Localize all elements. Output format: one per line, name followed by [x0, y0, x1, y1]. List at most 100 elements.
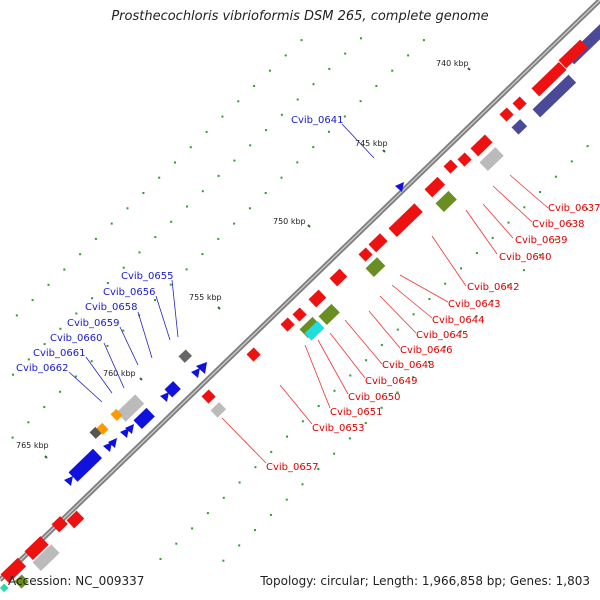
track-dot	[217, 174, 220, 177]
track-dot	[79, 253, 82, 256]
track-dot	[12, 373, 14, 376]
gene-label[interactable]: Cvib_0660	[50, 333, 102, 344]
track-dot	[186, 205, 188, 208]
gene-label[interactable]: Cvib_0638	[532, 219, 584, 230]
hypothetical-feature[interactable]	[116, 394, 145, 422]
cds-arrow[interactable]	[424, 176, 446, 198]
gene-label[interactable]: Cvib_0659	[67, 318, 119, 329]
cds-arrow[interactable]	[51, 516, 68, 533]
olive-feature[interactable]	[299, 316, 321, 339]
gene-label[interactable]: Cvib_0655	[121, 271, 173, 282]
slate-feature[interactable]	[511, 119, 528, 135]
gene-label[interactable]: Cvib_0651	[330, 407, 382, 418]
hypothetical-feature[interactable]	[210, 402, 227, 418]
cds-arrow-reverse[interactable]	[64, 476, 73, 486]
cyan-feature[interactable]	[0, 583, 9, 593]
track-dot	[475, 252, 478, 255]
hypothetical-feature[interactable]	[32, 544, 60, 572]
track-dot	[159, 558, 162, 560]
kbp-label-765: 765 kbp	[16, 441, 49, 450]
gene-label[interactable]: Cvib_0639	[515, 235, 567, 246]
cds-arrow-reverse[interactable]	[103, 442, 112, 452]
gene-label[interactable]: Cvib_0650	[348, 392, 400, 403]
cds-arrow[interactable]	[280, 317, 295, 332]
cds-arrow-reverse[interactable]	[120, 428, 129, 438]
cds-arrow[interactable]	[457, 152, 472, 167]
olive-feature[interactable]	[14, 574, 29, 589]
gene-label[interactable]: Cvib_0642	[467, 282, 519, 293]
cds-arrow[interactable]	[368, 233, 388, 253]
gene-label[interactable]: Cvib_0641	[291, 115, 343, 126]
olive-feature[interactable]	[365, 257, 386, 278]
hypothetical-feature[interactable]	[178, 349, 192, 363]
track-dot	[475, 315, 478, 318]
cds-arrow[interactable]	[24, 536, 49, 561]
cds-arrow[interactable]	[499, 107, 514, 122]
track-dot	[396, 328, 399, 331]
cds-arrow-reverse[interactable]	[68, 448, 103, 482]
kbp-label-745: 745 kbp	[355, 139, 388, 148]
accession-text: Accession: NC_009337	[8, 574, 145, 588]
gene-label[interactable]: Cvib_0644	[432, 315, 484, 326]
cds-arrow[interactable]	[329, 268, 348, 287]
track-dot	[380, 343, 383, 346]
track-dot	[317, 405, 320, 407]
track-dot	[407, 54, 410, 57]
track-dot	[554, 238, 557, 241]
gene-label[interactable]: Cvib_0657	[266, 462, 318, 473]
gene-label[interactable]: Cvib_0658	[85, 302, 137, 313]
track-dot	[491, 299, 494, 302]
gene-label[interactable]: Cvib_0661	[33, 348, 85, 359]
orange-feature[interactable]	[96, 422, 109, 435]
track-dot	[142, 192, 145, 194]
gene-label[interactable]: Cvib_0649	[365, 376, 417, 387]
track-dot	[428, 360, 430, 363]
track-dot	[348, 437, 351, 440]
cds-arrow[interactable]	[531, 62, 567, 97]
gene-label[interactable]: Cvib_0640	[499, 252, 551, 263]
cds-arrow[interactable]	[66, 510, 85, 529]
track-dot	[31, 299, 34, 302]
cds-arrow[interactable]	[558, 39, 588, 69]
orange-feature[interactable]	[110, 408, 123, 421]
track-dot	[333, 452, 336, 455]
cds-arrow[interactable]	[470, 134, 493, 157]
cds-arrow[interactable]	[246, 347, 261, 362]
track-dot	[554, 175, 557, 178]
cds-arrow-reverse[interactable]	[133, 407, 155, 430]
track-dot	[270, 450, 273, 453]
cds-arrow-reverse[interactable]	[395, 182, 404, 192]
cds-arrow[interactable]	[358, 247, 373, 262]
track-dot	[59, 327, 62, 330]
cds-arrow[interactable]	[292, 307, 307, 322]
olive-feature[interactable]	[435, 190, 457, 213]
genome-summary-text: Topology: circular; Length: 1,966,858 bp…	[260, 574, 590, 588]
gene-label[interactable]: Cvib_0653	[312, 423, 364, 434]
gene-label[interactable]: Cvib_0656	[103, 287, 155, 298]
cds-arrow[interactable]	[512, 96, 527, 111]
cds-arrow-reverse[interactable]	[125, 424, 134, 434]
track-dot	[217, 237, 220, 240]
gene-label[interactable]: Cvib_0648	[382, 360, 434, 371]
gene-label[interactable]: Cvib_0645	[416, 330, 468, 341]
olive-feature[interactable]	[318, 303, 340, 326]
cyan-feature[interactable]	[304, 320, 325, 341]
cds-arrow-reverse[interactable]	[160, 392, 169, 402]
gene-label[interactable]: Cvib_0646	[400, 345, 452, 356]
cds-arrow[interactable]	[443, 159, 458, 174]
cds-arrow-reverse[interactable]	[108, 438, 117, 448]
kbp-label-750: 750 kbp	[273, 217, 306, 226]
cds-arrow-reverse[interactable]	[191, 368, 200, 378]
slate-feature[interactable]	[532, 74, 577, 118]
cds-arrow[interactable]	[388, 203, 423, 238]
cds-arrow[interactable]	[308, 289, 327, 308]
cds-arrow[interactable]	[0, 557, 27, 584]
track-dot	[154, 299, 156, 301]
hypothetical-feature[interactable]	[89, 426, 102, 439]
hypothetical-feature[interactable]	[479, 147, 504, 172]
gene-label[interactable]: Cvib_0637	[548, 203, 600, 214]
cds-arrow[interactable]	[201, 389, 216, 404]
gene-label[interactable]: Cvib_0662	[16, 363, 68, 374]
gene-label[interactable]: Cvib_0643	[448, 299, 500, 310]
cds-arrow-reverse[interactable]	[196, 362, 207, 374]
